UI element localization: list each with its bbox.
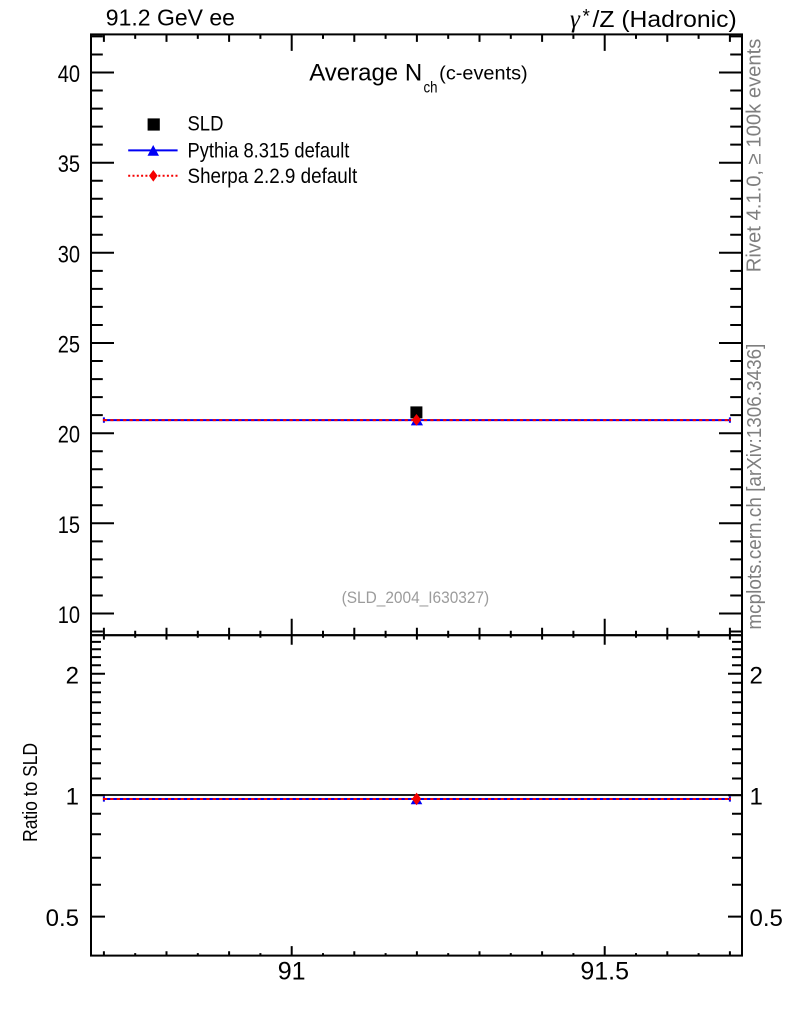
svg-text:Average N: Average N [309, 59, 422, 86]
svg-text:Ratio to SLD: Ratio to SLD [20, 743, 42, 842]
svg-text:0.5: 0.5 [46, 905, 79, 932]
svg-text:Rivet 4.1.0, ≥ 100k events: Rivet 4.1.0, ≥ 100k events [744, 39, 766, 273]
svg-text:SLD: SLD [188, 113, 224, 136]
svg-text:γ*/Z (Hadronic): γ */Z (Hadronic) [570, 6, 737, 33]
svg-text:(c-events): (c-events) [439, 62, 528, 84]
svg-text:(SLD_2004_I630327): (SLD_2004_I630327) [342, 589, 490, 607]
svg-text:91.2 GeV ee: 91.2 GeV ee [106, 5, 235, 31]
svg-text:1: 1 [750, 784, 763, 811]
svg-text:Pythia 8.315 default: Pythia 8.315 default [188, 139, 350, 162]
svg-text:91: 91 [278, 957, 306, 985]
svg-text:mcplots.cern.ch [arXiv:1306.34: mcplots.cern.ch [arXiv:1306.3436] [744, 344, 766, 630]
svg-text:15: 15 [58, 512, 80, 539]
svg-text:40: 40 [58, 61, 80, 88]
svg-text:91.5: 91.5 [580, 957, 629, 985]
svg-text:10: 10 [58, 602, 80, 629]
svg-text:Sherpa 2.2.9 default: Sherpa 2.2.9 default [188, 165, 358, 188]
svg-text:35: 35 [58, 151, 80, 178]
svg-text:30: 30 [58, 241, 80, 268]
svg-text:20: 20 [58, 422, 80, 449]
svg-text:25: 25 [58, 332, 80, 359]
svg-text:2: 2 [750, 662, 763, 689]
svg-text:0.5: 0.5 [750, 905, 783, 932]
svg-text:2: 2 [66, 662, 79, 689]
svg-text:ch: ch [424, 79, 438, 96]
svg-text:1: 1 [66, 784, 79, 811]
